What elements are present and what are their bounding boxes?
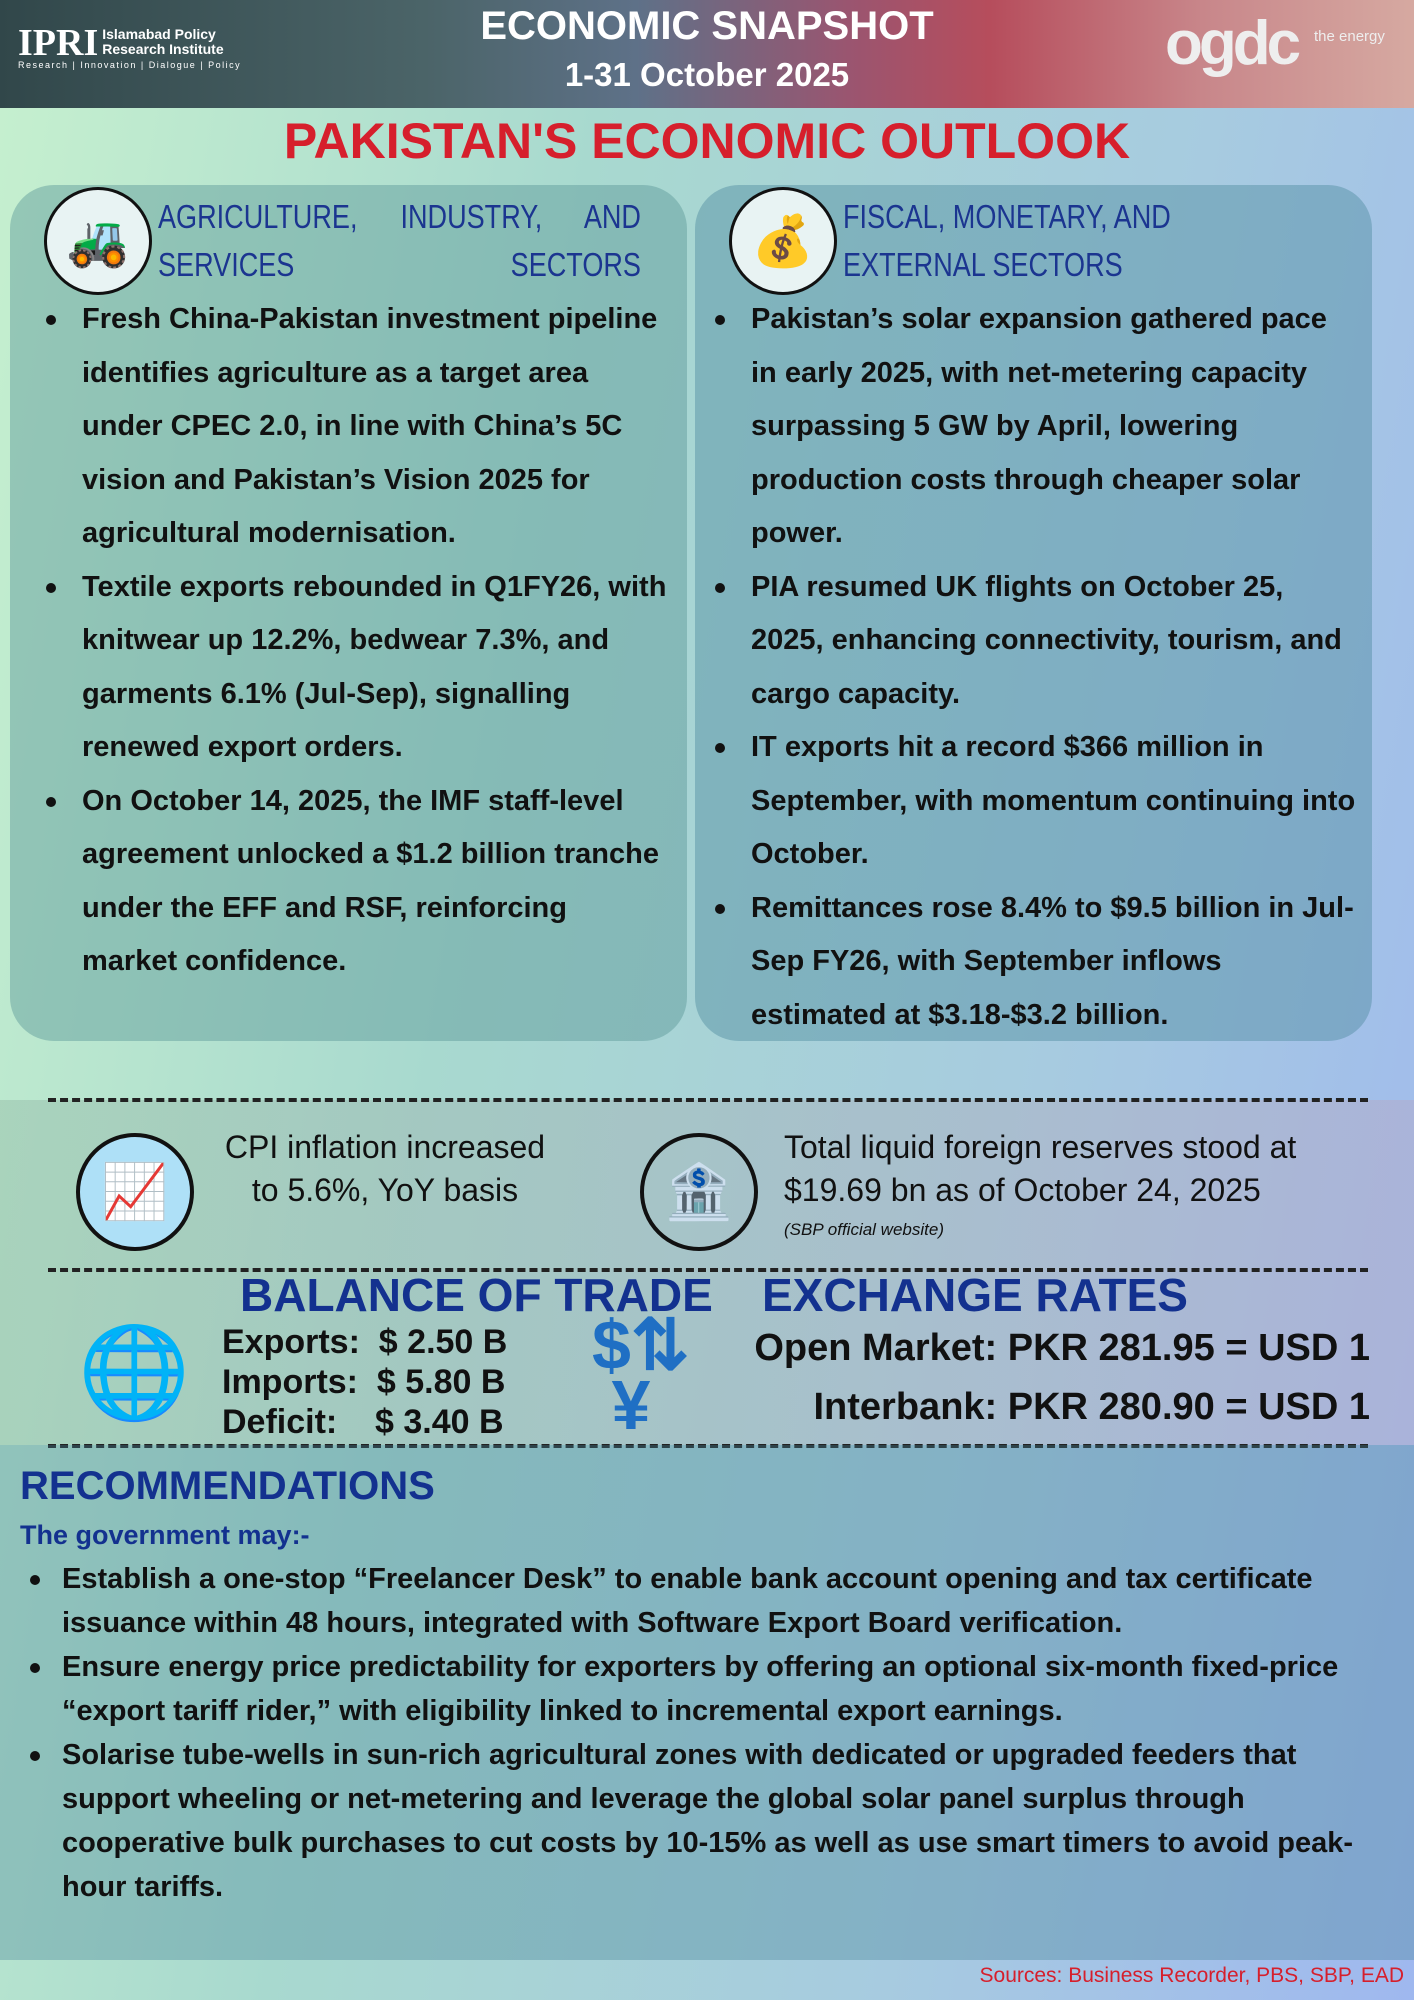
divider (48, 1444, 1368, 1448)
list-item: Solarise tube-wells in sun-rich agricult… (22, 1733, 1404, 1909)
card-heading: AGRICULTURE, INDUSTRY, AND SERVICES SECT… (158, 198, 641, 283)
recommendations-panel (0, 1445, 1414, 1960)
interbank-rate: Interbank: PKR 280.90 = USD 1 (813, 1386, 1371, 1428)
money-bag-checklist-icon: 💰 (729, 187, 837, 295)
currency-exchange-icon: $⇅ ¥ (592, 1306, 690, 1444)
card-heading: FISCAL, MONETARY, AND EXTERNAL SECTORS (843, 198, 1171, 283)
farmer-tractor-icon: 🚜 (44, 187, 152, 295)
divider (48, 1268, 1368, 1272)
list-item: On October 14, 2025, the IMF staff-level… (40, 775, 669, 989)
reserves-text: Total liquid foreign reserves stood at $… (784, 1129, 1297, 1208)
list-item: Fresh China-Pakistan investment pipeline… (40, 293, 669, 561)
agriculture-industry-card: 🚜 AGRICULTURE, INDUSTRY, AND SERVICES SE… (10, 185, 687, 1041)
page-title: PAKISTAN'S ECONOMIC OUTLOOK (283, 113, 1131, 169)
cpi-text: CPI inflation increased to 5.6%, YoY bas… (224, 1129, 546, 1208)
list-item: PIA resumed UK flights on October 25, 20… (709, 561, 1358, 722)
rising-chart-icon: 📈 (76, 1133, 194, 1251)
list-item: Establish a one-stop “Freelancer Desk” t… (22, 1557, 1404, 1645)
snapshot-date: 1-31 October 2025 (564, 56, 850, 93)
fiscal-monetary-card: 💰 FISCAL, MONETARY, AND EXTERNAL SECTORS… (695, 185, 1372, 1041)
header-banner: IPRI Islamabad Policy Research Institute … (0, 0, 1414, 108)
exchange-heading: EXCHANGE RATES (762, 1269, 1188, 1321)
ipri-tagline: Research | Innovation | Dialogue | Polic… (18, 60, 242, 70)
list-item: Pakistan’s solar expansion gathered pace… (709, 293, 1358, 561)
sources-note: Sources: Business Recorder, PBS, SBP, EA… (979, 1964, 1404, 1987)
bank-money-icon: 🏦 (640, 1133, 758, 1251)
divider (48, 1098, 1368, 1102)
list-item: Ensure energy price predictability for e… (22, 1645, 1404, 1733)
ipri-logo: IPRI Islamabad Policy Research Institute (18, 22, 224, 64)
list-item: Textile exports rebounded in Q1FY26, wit… (40, 561, 669, 775)
reserves-source: (SBP official website) (784, 1220, 944, 1239)
recommendations-subheading: The government may:- (20, 1520, 310, 1550)
imports-value: Imports: $ 5.80 B (222, 1363, 506, 1401)
ogdc-logo: ogdc (1165, 9, 1301, 78)
list-item: Remittances rose 8.4% to $9.5 billion in… (709, 882, 1358, 1043)
deficit-value: Deficit: $ 3.40 B (222, 1403, 504, 1441)
trade-figures: Exports: $ 2.50 B Imports: $ 5.80 B Defi… (222, 1322, 507, 1442)
global-trade-icon: 🌐 (78, 1323, 191, 1423)
open-market-rate: Open Market: PKR 281.95 = USD 1 (754, 1327, 1370, 1369)
trade-heading: BALANCE OF TRADE (240, 1269, 713, 1321)
snapshot-title: ECONOMIC SNAPSHOT (480, 4, 934, 48)
exports-value: Exports: $ 2.50 B (222, 1323, 508, 1361)
list-item: IT exports hit a record $366 million in … (709, 721, 1358, 882)
ogdc-tagline: the energy (1314, 28, 1385, 45)
recommendations-heading: RECOMMENDATIONS (20, 1464, 435, 1508)
